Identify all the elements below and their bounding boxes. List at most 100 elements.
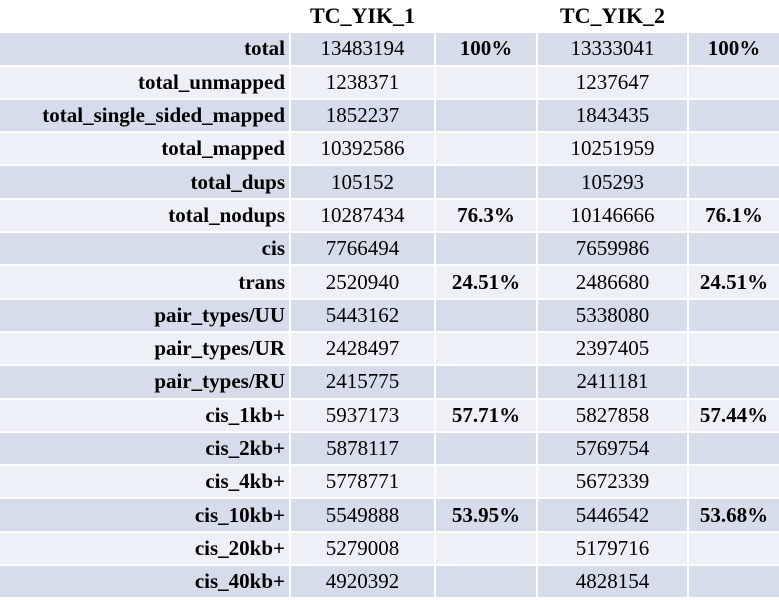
- sample1-percent: [436, 366, 538, 400]
- sample2-percent: [689, 466, 779, 500]
- sample2-value: 1237647: [538, 66, 689, 100]
- table-row: cis_1kb+ 5937173 57.71% 5827858 57.44%: [0, 399, 779, 433]
- row-label: total_unmapped: [0, 66, 291, 100]
- sample2-value: 2486680: [538, 266, 689, 300]
- sample1-value: 13483194: [291, 33, 436, 67]
- header-label-cell: [0, 0, 291, 34]
- sample1-percent: [436, 566, 538, 600]
- sample1-percent: [436, 532, 538, 567]
- row-label: total_mapped: [0, 133, 291, 167]
- sample1-value: 7766494: [291, 233, 436, 267]
- sample1-percent: [436, 466, 538, 500]
- sample1-percent: [436, 432, 538, 467]
- sample1-value: 5878117: [291, 432, 436, 467]
- table-row: cis_10kb+ 5549888 53.95% 5446542 53.68%: [0, 499, 779, 533]
- sample2-value: 5769754: [538, 432, 689, 467]
- sample1-percent: [436, 332, 538, 367]
- sample1-value: 5937173: [291, 399, 436, 433]
- sample2-percent: 76.1%: [689, 199, 779, 234]
- sample1-value: 1852237: [291, 99, 436, 134]
- sample2-percent: [689, 432, 779, 467]
- sample1-percent: [436, 299, 538, 333]
- sample2-percent: [689, 66, 779, 100]
- sample2-value: 5672339: [538, 466, 689, 500]
- sample2-percent: [689, 233, 779, 267]
- row-label: pair_types/UR: [0, 332, 291, 367]
- sample2-percent: [689, 99, 779, 134]
- row-label: cis: [0, 233, 291, 267]
- header-pct2: [689, 0, 779, 34]
- sample1-value: 105152: [291, 166, 436, 200]
- table-row: total_dups 105152 105293: [0, 166, 779, 200]
- sample2-percent: [689, 133, 779, 167]
- sample2-percent: 24.51%: [689, 266, 779, 300]
- table-row: cis_2kb+ 5878117 5769754: [0, 432, 779, 467]
- table-row: trans 2520940 24.51% 2486680 24.51%: [0, 266, 779, 300]
- sample2-value: 5827858: [538, 399, 689, 433]
- table-row: cis_20kb+ 5279008 5179716: [0, 532, 779, 567]
- sample2-value: 13333041: [538, 33, 689, 67]
- sample1-value: 5279008: [291, 532, 436, 567]
- sample2-value: 1843435: [538, 99, 689, 134]
- row-label: total_single_sided_mapped: [0, 99, 291, 134]
- table-row: total_nodups 10287434 76.3% 10146666 76.…: [0, 199, 779, 234]
- sample1-value: 5549888: [291, 499, 436, 533]
- sample2-percent: [689, 166, 779, 200]
- sample1-percent: 24.51%: [436, 266, 538, 300]
- sample2-value: 5446542: [538, 499, 689, 533]
- table-row: pair_types/UR 2428497 2397405: [0, 332, 779, 367]
- row-label: cis_40kb+: [0, 566, 291, 600]
- sample1-value: 10287434: [291, 199, 436, 234]
- row-label: trans: [0, 266, 291, 300]
- sample2-value: 10146666: [538, 199, 689, 234]
- table-body: total 13483194 100% 13333041 100% total_…: [0, 33, 779, 600]
- sample2-value: 2397405: [538, 332, 689, 367]
- sample1-value: 5443162: [291, 299, 436, 333]
- sample2-value: 7659986: [538, 233, 689, 267]
- table-row: total_unmapped 1238371 1237647: [0, 66, 779, 100]
- sample1-percent: [436, 99, 538, 134]
- sample1-value: 4920392: [291, 566, 436, 600]
- row-label: total: [0, 33, 291, 67]
- sample1-percent: 53.95%: [436, 499, 538, 533]
- sample1-percent: 100%: [436, 33, 538, 67]
- table-row: total_single_sided_mapped 1852237 184343…: [0, 99, 779, 134]
- table-row: cis_40kb+ 4920392 4828154: [0, 566, 779, 600]
- sample1-percent: 76.3%: [436, 199, 538, 234]
- sample2-percent: [689, 566, 779, 600]
- sample1-value: 5778771: [291, 466, 436, 500]
- row-label: cis_1kb+: [0, 399, 291, 433]
- sample2-value: 105293: [538, 166, 689, 200]
- row-label: cis_20kb+: [0, 532, 291, 567]
- sample2-percent: [689, 332, 779, 367]
- sample1-percent: 57.71%: [436, 399, 538, 433]
- sample2-value: 4828154: [538, 566, 689, 600]
- sample2-value: 5179716: [538, 532, 689, 567]
- row-label: cis_2kb+: [0, 432, 291, 467]
- sample2-value: 2411181: [538, 366, 689, 400]
- row-label: total_dups: [0, 166, 291, 200]
- row-label: cis_4kb+: [0, 466, 291, 500]
- header-sample2: TC_YIK_2: [538, 0, 689, 34]
- sample2-percent: 57.44%: [689, 399, 779, 433]
- sample2-percent: 100%: [689, 33, 779, 67]
- sample1-value: 2415775: [291, 366, 436, 400]
- header-row: TC_YIK_1 TC_YIK_2: [0, 0, 779, 34]
- sample2-value: 5338080: [538, 299, 689, 333]
- sample1-value: 10392586: [291, 133, 436, 167]
- row-label: pair_types/RU: [0, 366, 291, 400]
- sample1-percent: [436, 166, 538, 200]
- header-sample1: TC_YIK_1: [291, 0, 436, 34]
- row-label: cis_10kb+: [0, 499, 291, 533]
- sample1-percent: [436, 66, 538, 100]
- table-row: pair_types/UU 5443162 5338080: [0, 299, 779, 333]
- sample2-percent: 53.68%: [689, 499, 779, 533]
- sample1-percent: [436, 133, 538, 167]
- row-label: total_nodups: [0, 199, 291, 234]
- sample2-percent: [689, 532, 779, 567]
- sample1-value: 2428497: [291, 332, 436, 367]
- sample1-value: 1238371: [291, 66, 436, 100]
- sample2-value: 10251959: [538, 133, 689, 167]
